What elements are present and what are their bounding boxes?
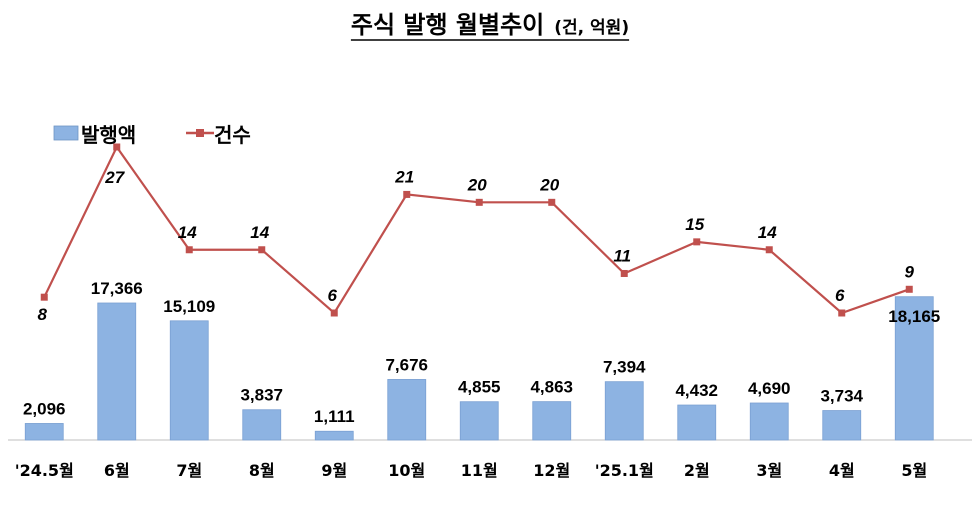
x-tick-label: '25.1월: [595, 461, 654, 480]
line-data-label: 20: [467, 175, 487, 194]
legend: 발행액 건수: [53, 123, 251, 147]
x-tick-label: 12월: [533, 461, 570, 480]
line-marker: [693, 238, 701, 246]
legend-line-marker: [196, 129, 204, 137]
x-tick-label: '24.5월: [15, 461, 74, 480]
bar-series: [24, 296, 934, 441]
x-tick-label: 11월: [461, 461, 498, 480]
line-marker: [330, 309, 338, 317]
line-data-label: 15: [685, 215, 704, 234]
line-data-label: 14: [178, 223, 197, 242]
bar: [169, 320, 209, 441]
line-data-label: 6: [328, 286, 338, 305]
bar-data-label: 3,734: [820, 387, 863, 406]
bar-data-label: 4,690: [748, 379, 791, 398]
line-marker: [620, 269, 628, 277]
x-tick-label: 6월: [104, 461, 130, 480]
x-tick-label: 5월: [901, 461, 927, 480]
chart-title: 주식 발행 월별추이 (건, 억원): [350, 11, 630, 41]
line-path: [43, 144, 910, 315]
bar: [242, 409, 282, 441]
bar: [894, 296, 934, 441]
line-data-label: 21: [394, 167, 414, 186]
bar-data-label: 4,863: [530, 378, 573, 397]
bar: [24, 423, 64, 441]
bar-data-label: 17,366: [91, 279, 143, 298]
x-tick-label: 2월: [684, 461, 710, 480]
chart-title-unit: (건, 억원): [554, 18, 629, 38]
line-marker: [475, 198, 483, 206]
line-marker: [403, 190, 411, 198]
x-tick-label: 8월: [249, 461, 275, 480]
line-marker: [40, 293, 48, 301]
line-marker: [838, 309, 846, 317]
bar-data-label: 7,394: [603, 358, 646, 377]
line-marker: [113, 143, 121, 151]
line-data-labels: 8 27 14 14 6 21 20 20 11 15 14 6 9: [38, 167, 915, 324]
bar: [604, 381, 644, 441]
legend-bar-label: 발행액: [81, 123, 136, 147]
legend-line-label: 건수: [214, 123, 251, 147]
bar: [749, 402, 789, 441]
line-data-label: 11: [613, 246, 631, 265]
legend-bar-swatch: [53, 125, 79, 141]
bar: [822, 410, 862, 441]
bar-data-label: 4,855: [458, 378, 501, 397]
bar: [677, 404, 717, 441]
line-marker: [185, 246, 193, 254]
line-data-label: 9: [905, 262, 915, 281]
chart-title-text: 주식 발행 월별추이: [351, 11, 544, 39]
bar: [387, 379, 427, 441]
line-marker: [548, 198, 556, 206]
bar-data-label: 7,676: [385, 355, 428, 374]
line-data-label: 6: [835, 286, 845, 305]
line-marker: [765, 246, 773, 254]
bar-data-label: 2,096: [23, 399, 66, 418]
line-data-label: 27: [104, 168, 125, 187]
line-marker: [258, 246, 266, 254]
line-data-label: 14: [250, 223, 269, 242]
bar-data-label: 3,837: [240, 386, 283, 405]
x-tick-labels: '24.5월 6월 7월 8월 9월 10월 11월 12월 '25.1월 2월 3월 4월 5월: [15, 461, 927, 480]
line-series: [40, 143, 913, 317]
x-tick-label: 3월: [756, 461, 782, 480]
bar: [459, 401, 499, 441]
x-tick-label: 7월: [176, 461, 202, 480]
bar-data-label: 15,109: [163, 297, 215, 316]
x-tick-label: 4월: [829, 461, 855, 480]
x-tick-label: 10월: [388, 461, 425, 480]
bar-data-label: 1,111: [314, 407, 355, 426]
bar: [314, 430, 354, 441]
line-data-label: 14: [758, 223, 777, 242]
line-data-label: 8: [38, 305, 48, 324]
line-marker: [905, 285, 913, 293]
line-data-label: 20: [539, 175, 559, 194]
bar-data-labels: 2,096 17,366 15,109 3,837 1,111 7,676 4,855 4,8…: [23, 279, 940, 426]
bar: [97, 302, 137, 441]
x-tick-label: 9월: [321, 461, 347, 480]
bar-data-label: 18,165: [888, 307, 940, 326]
bar: [532, 401, 572, 441]
bar-data-label: 4,432: [675, 381, 718, 400]
